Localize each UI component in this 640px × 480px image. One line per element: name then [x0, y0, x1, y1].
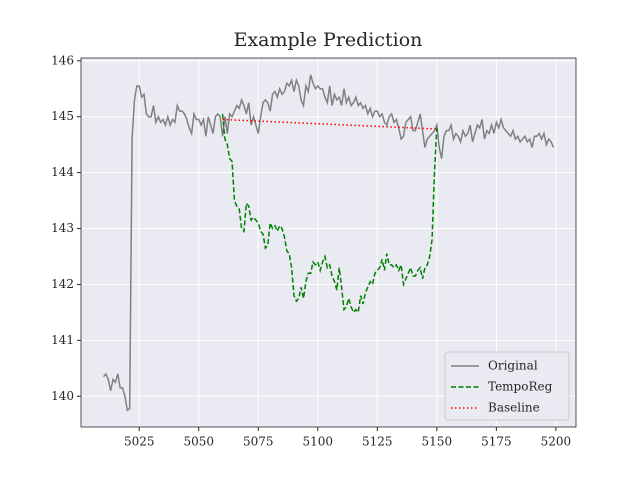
y-tick-label: 141 [51, 333, 74, 347]
legend-label: Original [488, 359, 538, 373]
y-tick-label: 142 [51, 277, 74, 291]
chart-title: Example Prediction [234, 29, 423, 51]
y-tick-label: 146 [51, 53, 74, 67]
x-tick-label: 5150 [422, 435, 453, 449]
y-tick-label: 144 [51, 165, 74, 179]
x-tick-label: 5125 [362, 435, 393, 449]
series-line [221, 113, 438, 315]
legend-label: TempoReg [488, 380, 553, 394]
x-tick-label: 5025 [124, 435, 155, 449]
x-tick-label: 5075 [243, 435, 274, 449]
y-tick-label: 140 [51, 389, 74, 403]
x-tick-label: 5200 [541, 435, 572, 449]
x-tick-label: 5050 [183, 435, 214, 449]
series-line [102, 74, 555, 412]
x-tick-label: 5175 [481, 435, 512, 449]
y-tick-label: 145 [51, 109, 74, 123]
y-tick-label: 143 [51, 221, 74, 235]
plot-frame [80, 57, 577, 428]
x-tick-label: 5100 [303, 435, 334, 449]
legend-label: Baseline [488, 401, 540, 415]
legend-box [444, 351, 570, 421]
